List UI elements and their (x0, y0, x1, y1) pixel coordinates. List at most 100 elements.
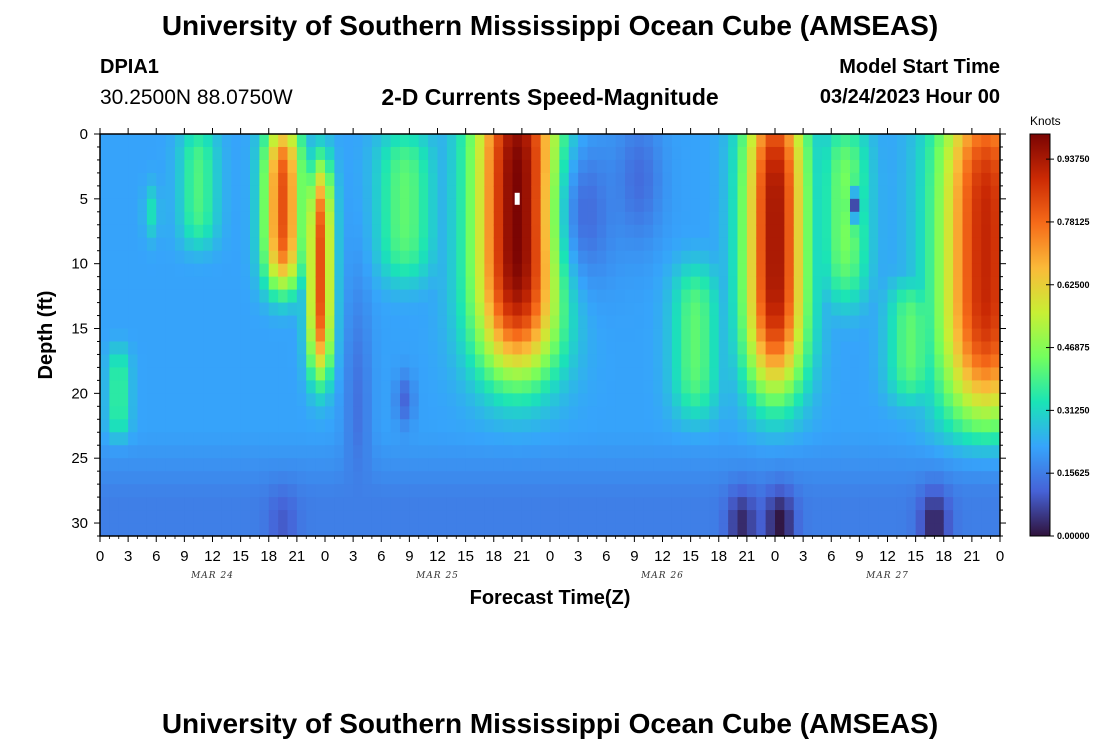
heatmap-cell (362, 289, 373, 304)
heatmap-cell (428, 146, 439, 161)
heatmap-cell (606, 289, 617, 304)
heatmap-cell (484, 237, 495, 252)
heatmap-cell (765, 289, 776, 304)
heatmap-cell (400, 341, 410, 356)
heatmap-cell (184, 159, 195, 174)
heatmap-cell (203, 198, 214, 213)
heatmap-cell (343, 497, 354, 511)
heatmap-cell (653, 354, 664, 369)
heatmap-cell (990, 393, 1000, 407)
heatmap-cell (268, 380, 279, 394)
heatmap-cell (306, 263, 317, 278)
heatmap-cell (203, 211, 214, 226)
heatmap-cell (118, 211, 129, 226)
heatmap-cell (850, 445, 860, 459)
heatmap-cell (268, 185, 279, 200)
heatmap-cell (353, 432, 364, 446)
heatmap-cell (746, 445, 757, 459)
heatmap-cell (803, 458, 814, 472)
heatmap-cell (737, 159, 748, 174)
heatmap-cell (521, 523, 532, 536)
heatmap-cell (268, 432, 279, 446)
x-tick-label: 18 (260, 548, 277, 565)
heatmap-cell (728, 497, 739, 511)
heatmap-cell (728, 172, 739, 187)
heatmap-cell (868, 211, 879, 226)
heatmap-cell (109, 328, 120, 343)
day-label: MAR 26 (640, 571, 684, 581)
heatmap-cell (943, 419, 954, 433)
heatmap-cell (821, 484, 832, 498)
heatmap-cell (512, 172, 523, 187)
heatmap-cell (671, 146, 682, 161)
heatmap-cell (737, 328, 748, 343)
heatmap-cell (662, 471, 673, 485)
heatmap-cell (315, 328, 326, 343)
heatmap-cell (343, 315, 354, 330)
heatmap-cell (606, 432, 617, 446)
heatmap-cell (578, 159, 589, 174)
heatmap-cell (550, 211, 560, 226)
heatmap-cell (962, 406, 973, 420)
heatmap-cell (615, 134, 626, 148)
heatmap-cell (240, 497, 251, 511)
heatmap-cell (371, 276, 382, 291)
heatmap-cell (446, 484, 457, 498)
heatmap-cell (634, 393, 645, 407)
heatmap-cell (568, 185, 579, 200)
heatmap-cell (531, 419, 542, 433)
heatmap-cell (221, 134, 232, 148)
heatmap-cell (971, 510, 982, 524)
heatmap-cell (728, 289, 739, 304)
heatmap-cell (887, 432, 898, 446)
heatmap-cell (240, 146, 251, 161)
heatmap-cell (690, 224, 701, 239)
heatmap-cell (296, 367, 307, 381)
heatmap-cell (475, 315, 485, 330)
heatmap-cell (400, 393, 410, 407)
heatmap-cell (775, 224, 785, 239)
heatmap-cell (643, 354, 654, 369)
heatmap-cell (840, 302, 851, 317)
heatmap-cell (943, 380, 954, 394)
heatmap-cell (821, 497, 832, 511)
heatmap-cell (775, 432, 785, 446)
heatmap-cell (925, 510, 935, 524)
heatmap-cell (175, 146, 185, 161)
heatmap-cell (784, 146, 795, 161)
heatmap-cell (568, 237, 579, 252)
heatmap-cell (371, 497, 382, 511)
heatmap-cell (400, 276, 410, 291)
heatmap-cell (850, 250, 860, 265)
heatmap-cell (643, 237, 654, 252)
heatmap-cell (428, 510, 439, 524)
heatmap-cell (812, 393, 823, 407)
heatmap-cell (437, 172, 448, 187)
heatmap-cell (737, 510, 748, 524)
heatmap-cell (418, 159, 429, 174)
heatmap-cell (465, 328, 476, 343)
heatmap-cell (653, 237, 664, 252)
heatmap-cell (540, 172, 551, 187)
heatmap-cell (231, 458, 242, 472)
heatmap-cell (212, 289, 223, 304)
heatmap-cell (109, 134, 120, 148)
heatmap-cell (400, 497, 410, 511)
heatmap-cell (943, 185, 954, 200)
heatmap-cell (484, 458, 495, 472)
heatmap-cell (240, 289, 251, 304)
heatmap-cell (821, 354, 832, 369)
heatmap-cell (165, 393, 176, 407)
heatmap-cell (465, 250, 476, 265)
heatmap-cell (840, 419, 851, 433)
heatmap-cell (625, 263, 635, 278)
heatmap-cell (165, 159, 176, 174)
heatmap-cell (259, 250, 270, 265)
heatmap-cell (718, 458, 729, 472)
heatmap-cell (353, 419, 364, 433)
heatmap-cell (746, 146, 757, 161)
heatmap-cell (578, 367, 589, 381)
heatmap-cell (437, 276, 448, 291)
heatmap-cell (662, 224, 673, 239)
heatmap-cell (221, 510, 232, 524)
